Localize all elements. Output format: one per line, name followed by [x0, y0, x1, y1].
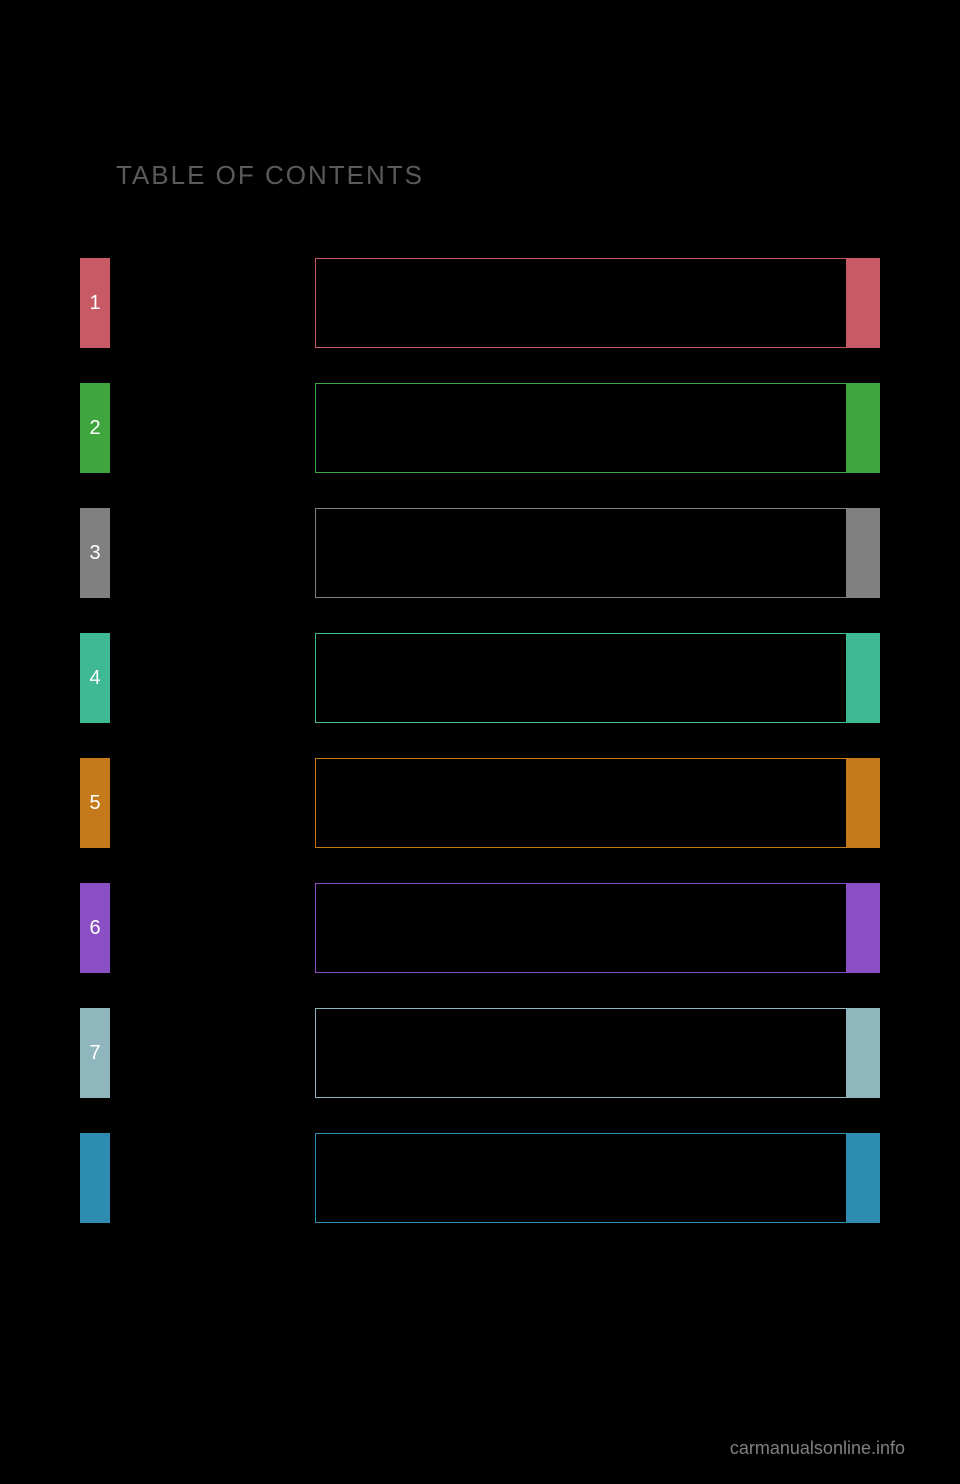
toc-row[interactable]: 1: [0, 258, 960, 348]
toc-number-block: 4: [80, 633, 110, 723]
toc-outline: [315, 633, 847, 723]
toc-tab: [847, 633, 880, 723]
toc-tab: [847, 508, 880, 598]
toc-number-block: 3: [80, 508, 110, 598]
toc-row[interactable]: 5: [0, 758, 960, 848]
toc-tab: [847, 758, 880, 848]
toc-outline: [315, 883, 847, 973]
page-title: TABLE OF CONTENTS: [116, 160, 424, 191]
toc-number: 7: [89, 1042, 100, 1065]
toc-tab: [847, 883, 880, 973]
toc-number-block: 6: [80, 883, 110, 973]
page: TABLE OF CONTENTS 1 2 3 4 5 6 7 carmanualsonli…: [0, 0, 960, 1484]
footer-watermark: carmanualsonline.info: [730, 1438, 905, 1459]
toc-number-block: 1: [80, 258, 110, 348]
toc-row[interactable]: [0, 1133, 960, 1223]
toc-outline: [315, 508, 847, 598]
toc-number: 4: [89, 667, 100, 690]
toc-number-block: 5: [80, 758, 110, 848]
toc-number: 3: [89, 542, 100, 565]
toc-row[interactable]: 4: [0, 633, 960, 723]
toc-outline: [315, 758, 847, 848]
toc-number-block: 2: [80, 383, 110, 473]
toc-number: 2: [89, 417, 100, 440]
toc-number: 1: [89, 292, 100, 315]
toc-outline: [315, 258, 847, 348]
toc-outline: [315, 1008, 847, 1098]
toc-outline: [315, 1133, 847, 1223]
toc-outline: [315, 383, 847, 473]
toc-number-block: [80, 1133, 110, 1223]
toc-row[interactable]: 7: [0, 1008, 960, 1098]
toc-number: 6: [89, 917, 100, 940]
toc-tab: [847, 1008, 880, 1098]
toc-tab: [847, 1133, 880, 1223]
toc-row[interactable]: 6: [0, 883, 960, 973]
toc-row[interactable]: 3: [0, 508, 960, 598]
toc-tab: [847, 383, 880, 473]
toc-tab: [847, 258, 880, 348]
toc-number-block: 7: [80, 1008, 110, 1098]
toc-row[interactable]: 2: [0, 383, 960, 473]
toc-number: 5: [89, 792, 100, 815]
